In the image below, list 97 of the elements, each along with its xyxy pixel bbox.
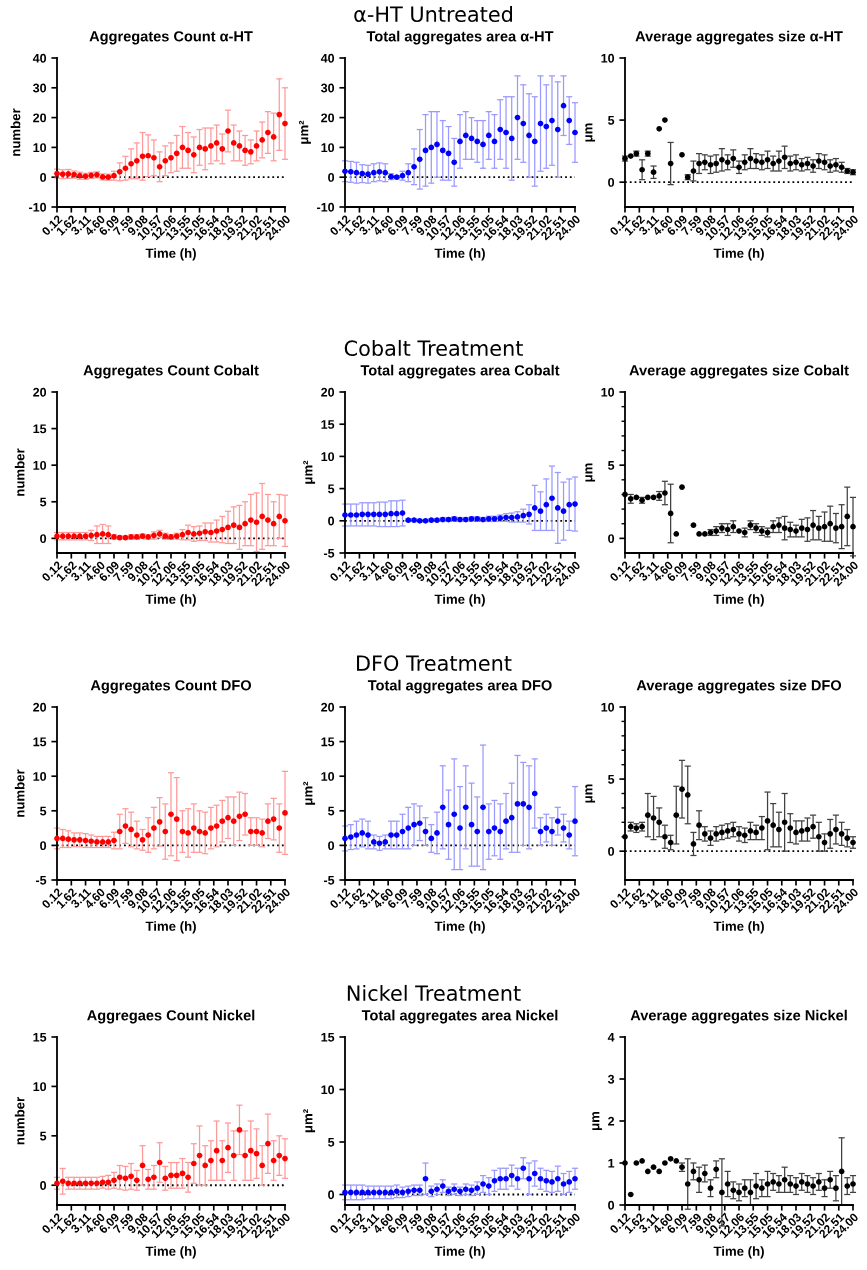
y-tick-label: 20	[321, 387, 335, 397]
y-tick-label: 0	[40, 534, 47, 544]
y-tick-label: 30	[32, 83, 47, 93]
x-axis-title: Time (h)	[145, 248, 196, 261]
y-tick-label: 20	[33, 387, 47, 397]
y-tick-label: 4	[607, 1032, 615, 1042]
x-axis-title: Time (h)	[434, 1246, 485, 1259]
text: α-HT Untreated	[354, 5, 512, 23]
chart-title: Aggregates Count DFO	[90, 680, 252, 694]
y-axis-title: μm²	[303, 1109, 316, 1133]
y-tick-label: 10	[33, 143, 47, 153]
y-tick-label: 10	[33, 460, 47, 470]
y-tick-label: 10	[321, 452, 335, 462]
y-tick-label: 5	[328, 484, 335, 494]
y-tick-label: 15	[321, 737, 335, 747]
y-axis-title: number	[14, 448, 25, 496]
x-axis-title: Time (h)	[713, 594, 764, 607]
y-tick-label: 10	[601, 702, 615, 712]
y-tick-label: 0	[328, 173, 335, 182]
y-tick-label: -5	[35, 875, 47, 885]
y-tick-label: 0	[608, 846, 615, 856]
x-axis-title: Time (h)	[145, 921, 196, 934]
y-tick-label: 10	[601, 53, 615, 63]
y-tick-label: -5	[323, 548, 335, 558]
y-tick-label: 10	[33, 1082, 47, 1092]
y-tick-label: 5	[608, 116, 615, 125]
chart-title: Aggregates Count α-HT	[89, 31, 253, 45]
y-axis-title: μm	[585, 123, 596, 142]
y-tick-label: 0	[328, 841, 335, 851]
chart-title: Aggregaes Count Nickel	[87, 1009, 255, 1024]
y-tick-label: 15	[33, 1032, 47, 1042]
chart-title: Average aggregates size Cobalt	[629, 364, 849, 379]
chart-title: Average aggregates size Nickel	[630, 1009, 847, 1024]
y-axis-title: μm	[585, 784, 596, 803]
y-tick-label: -10	[29, 202, 47, 212]
y-tick-label: 10	[321, 1085, 335, 1095]
chart-title: Average aggregates size α-HT	[635, 30, 843, 45]
y-axis-title: μm	[585, 463, 596, 482]
x-axis-title: Time (h)	[434, 921, 485, 934]
x-axis-title: Time (h)	[434, 248, 485, 261]
y-tick-label: 5	[40, 1131, 47, 1141]
x-axis-title: Time (h)	[713, 921, 764, 934]
x-axis-title: Time (h)	[713, 248, 764, 261]
chart-title: Aggregates Count Cobalt	[83, 364, 259, 379]
y-tick-label: 40	[320, 53, 335, 63]
x-axis-title: Time (h)	[145, 1246, 196, 1259]
y-tick-label: 20	[321, 113, 335, 123]
chart-title: Total aggregates area Cobalt	[360, 364, 560, 379]
y-tick-label: 0	[328, 516, 335, 526]
y-tick-label: -10	[317, 202, 335, 212]
chart-title: Total aggregates area α-HT	[366, 30, 554, 45]
y-tick-label: 5	[328, 806, 335, 816]
y-tick-label: 0	[40, 841, 47, 851]
y-tick-label: 5	[328, 1137, 335, 1147]
y-tick-label: 15	[33, 737, 47, 747]
chart-title: Average aggregates size DFO	[636, 679, 842, 694]
y-tick-label: 15	[321, 1032, 335, 1042]
y-tick-label: 0	[40, 173, 47, 182]
y-tick-label: 5	[608, 775, 615, 784]
x-axis-title: Time (h)	[434, 594, 485, 607]
y-tick-label: 10	[321, 143, 335, 153]
y-axis-title: μm²	[303, 781, 316, 805]
y-axis-title: μm²	[303, 460, 316, 484]
y-tick-label: 10	[601, 387, 615, 397]
y-tick-label: 20	[321, 702, 335, 712]
y-axis-title: μm	[592, 1111, 603, 1130]
y-tick-label: 0	[328, 1190, 335, 1200]
text: Cobalt Treatment	[344, 339, 523, 357]
y-tick-label: 10	[33, 772, 47, 781]
y-tick-label: 3	[607, 1074, 615, 1084]
text: Nickel Treatment	[347, 984, 521, 1002]
y-tick-label: 20	[33, 702, 47, 712]
y-tick-label: 5	[40, 497, 47, 507]
y-tick-label: 1	[608, 1158, 615, 1168]
y-tick-label: 5	[40, 806, 47, 816]
y-axis-title: number	[14, 769, 25, 817]
y-tick-label: 0	[40, 1181, 47, 1190]
y-tick-label: 15	[321, 420, 335, 429]
y-tick-label: 20	[33, 113, 47, 123]
y-tick-label: 10	[321, 772, 335, 781]
y-tick-label: 0	[608, 1200, 615, 1210]
y-tick-label: 30	[320, 83, 335, 93]
y-axis-title: number	[14, 1097, 25, 1145]
x-axis-title: Time (h)	[145, 594, 196, 607]
chart-title: Total aggregates area DFO	[367, 679, 552, 694]
y-axis-title: number	[10, 108, 21, 156]
y-tick-label: 40	[32, 53, 47, 63]
y-tick-label: 5	[608, 461, 615, 470]
y-tick-label: -5	[323, 875, 335, 885]
x-axis-title: Time (h)	[713, 1246, 764, 1259]
y-tick-label: 2	[608, 1116, 615, 1126]
text: DFO Treatment	[357, 655, 512, 672]
y-tick-label: 15	[33, 424, 47, 434]
y-axis-title: μm²	[299, 120, 311, 144]
chart-title: Total aggregates area Nickel	[361, 1009, 558, 1024]
y-tick-label: 0	[608, 177, 615, 187]
y-tick-label: 0	[608, 534, 615, 544]
